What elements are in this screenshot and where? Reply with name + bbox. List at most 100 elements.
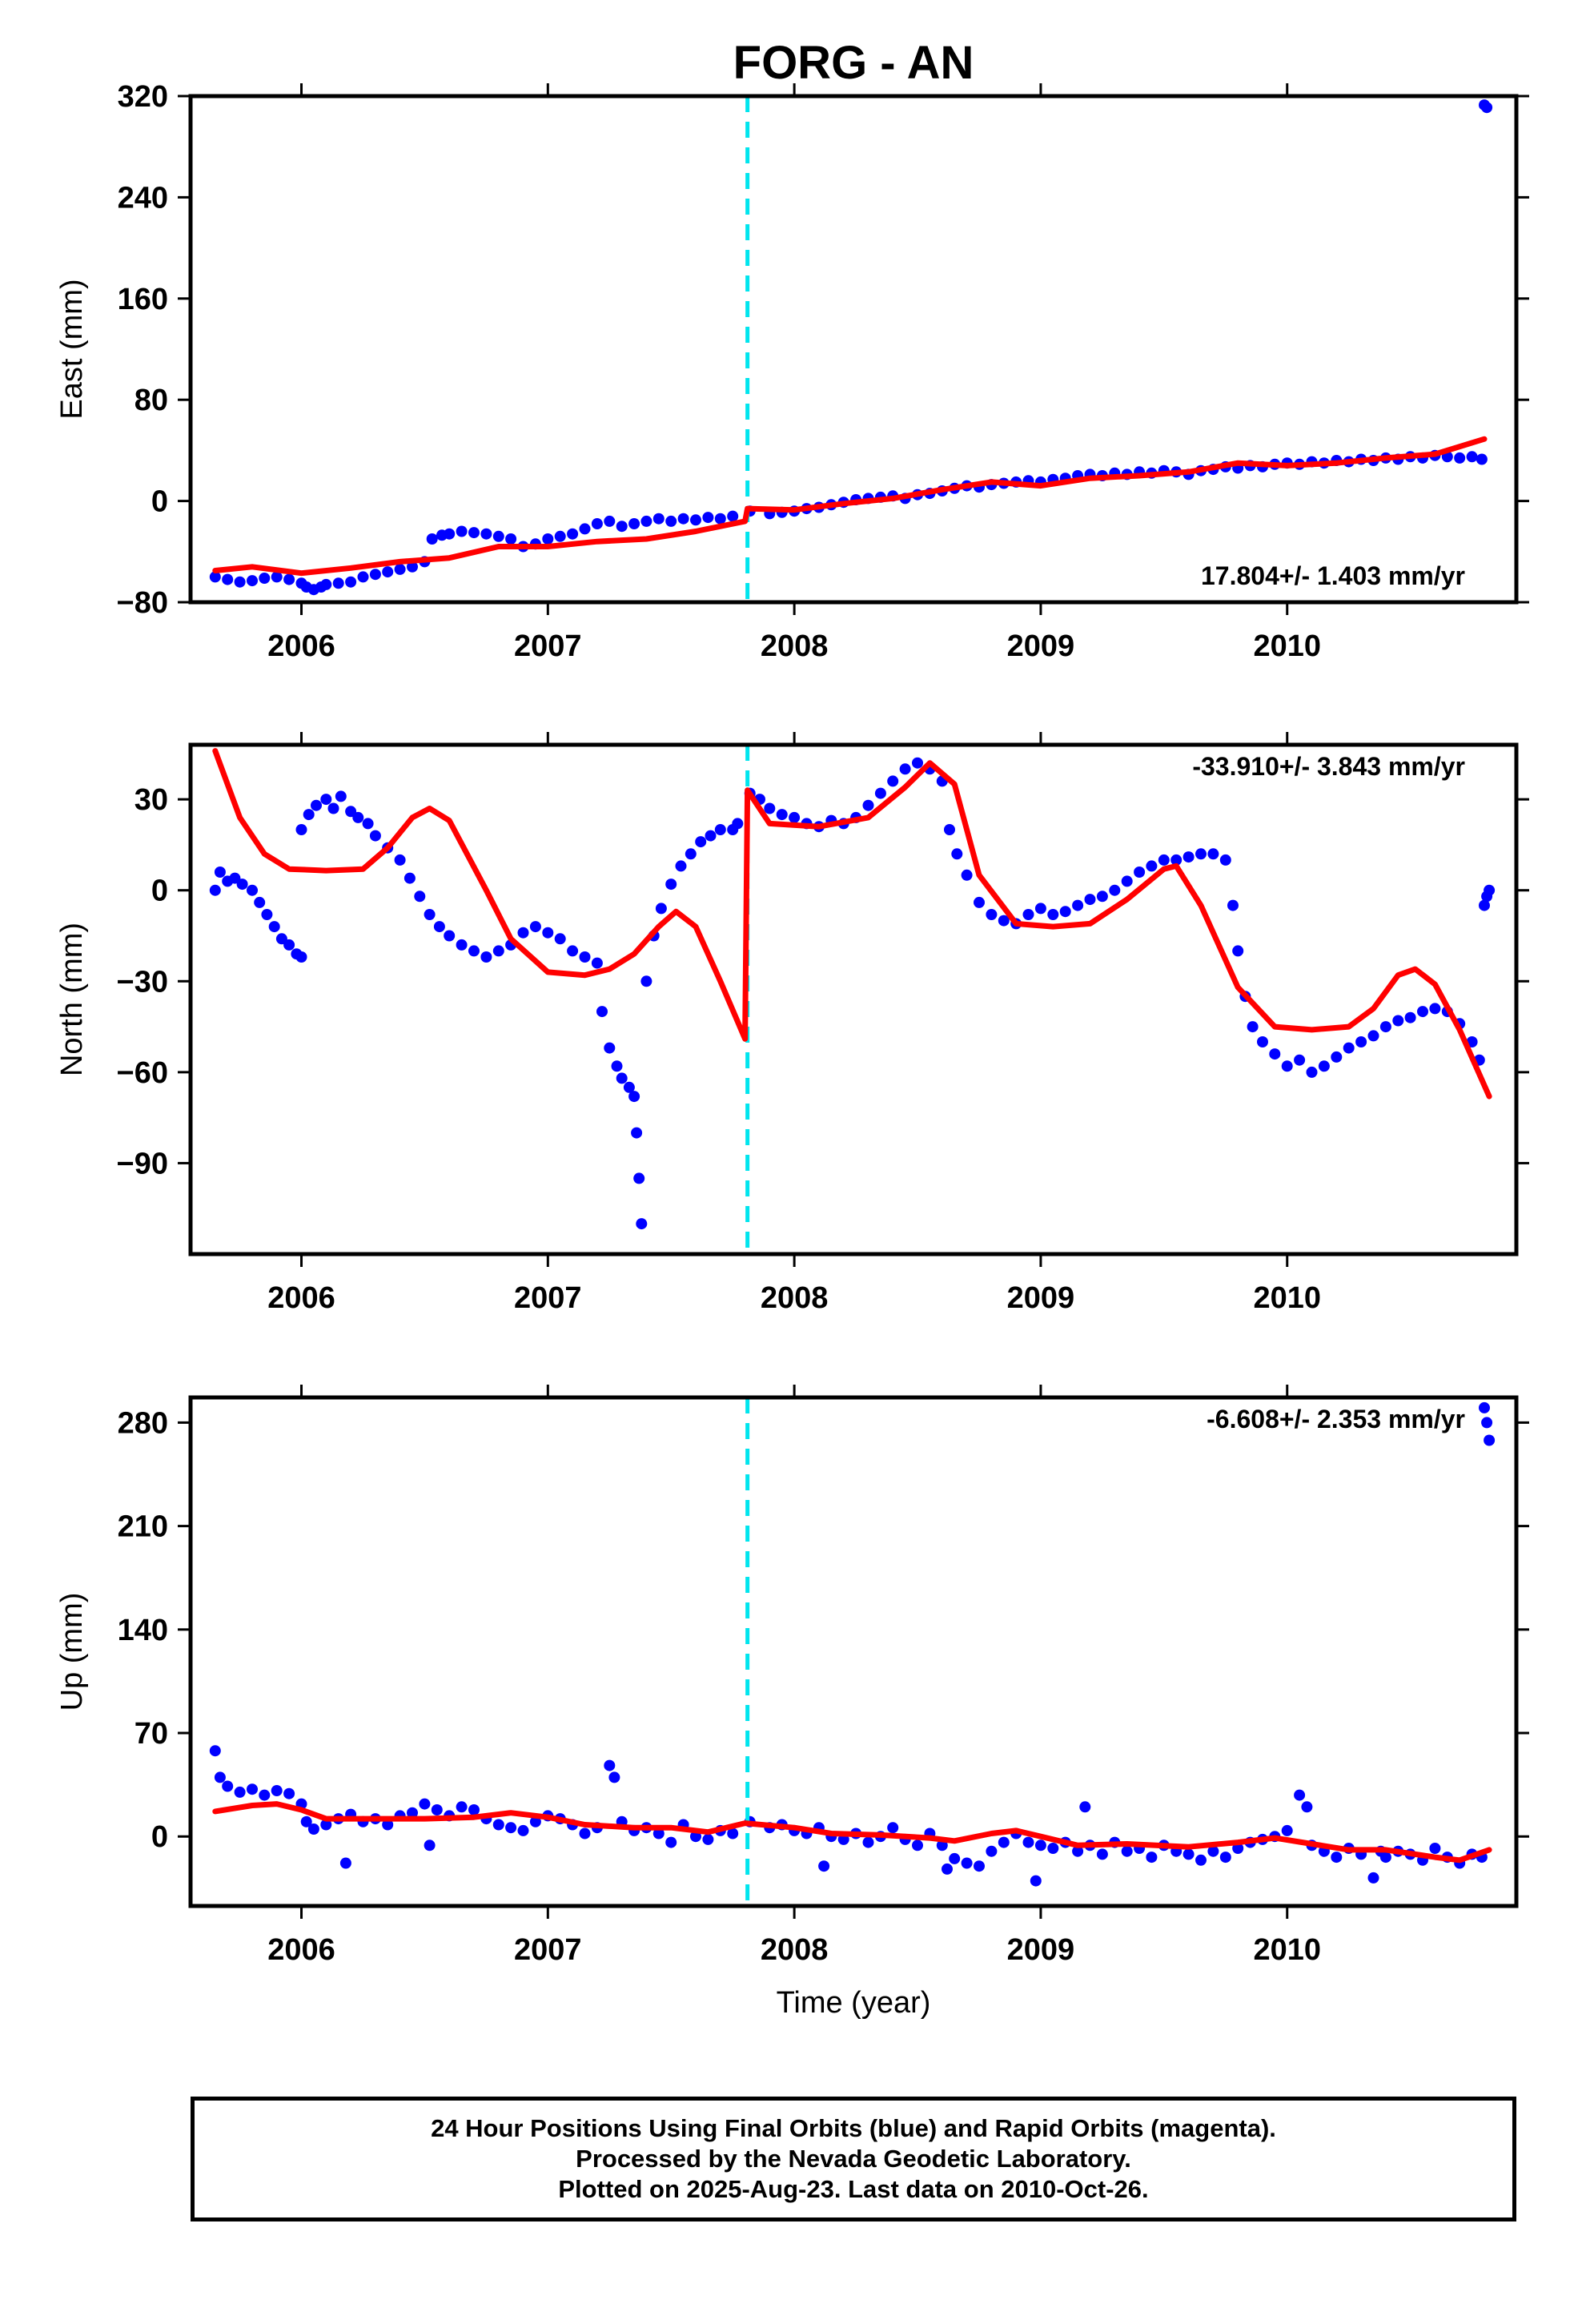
up-x-tick-label: 2007	[514, 1933, 582, 1967]
north-y-tick-label: 0	[151, 875, 168, 908]
north-data-point	[352, 811, 364, 823]
up-data-point	[1079, 1801, 1091, 1813]
up-data-point	[1121, 1845, 1133, 1857]
north-plot-frame	[188, 742, 1519, 1256]
north-data-point	[456, 939, 468, 951]
north-data-point	[764, 802, 776, 814]
east-data-point	[652, 513, 665, 525]
east-data-point	[579, 523, 591, 535]
north-data-point	[912, 757, 923, 769]
east-data-point	[234, 576, 246, 588]
up-data-point	[1479, 1401, 1490, 1413]
north-data-point	[1306, 1066, 1318, 1078]
north-data-point	[1367, 1030, 1379, 1042]
up-y-tick-label: 140	[118, 1614, 168, 1647]
north-data-point	[320, 794, 332, 806]
up-rate-label: -6.608+/- 2.353 mm/yr	[1207, 1405, 1465, 1433]
north-data-point	[1158, 854, 1170, 866]
north-data-point	[695, 836, 707, 848]
north-data-point	[974, 896, 985, 908]
north-data-point	[247, 884, 258, 896]
east-data-point	[640, 515, 652, 527]
north-data-point	[1170, 854, 1182, 866]
up-data-point	[320, 1819, 332, 1831]
east-data-point	[604, 515, 616, 527]
north-y-tick-label: −30	[117, 965, 168, 999]
up-data-point	[431, 1804, 443, 1815]
up-data-point	[912, 1839, 923, 1852]
north-y-tick-label: 30	[135, 783, 168, 817]
up-data-point	[234, 1786, 246, 1798]
north-data-point	[362, 818, 374, 830]
up-y-axis-label: Up (mm)	[55, 1593, 89, 1711]
up-data-point	[1301, 1801, 1313, 1813]
up-x-tick-label: 2006	[267, 1933, 335, 1967]
north-data-point	[1182, 851, 1195, 863]
north-x-tick-label: 2010	[1253, 1281, 1321, 1315]
up-data-point	[1331, 1852, 1343, 1864]
up-data-point	[1207, 1845, 1219, 1857]
up-data-point	[339, 1857, 351, 1869]
up-data-point	[468, 1804, 480, 1815]
up-data-point	[949, 1852, 961, 1864]
up-data-point	[1022, 1836, 1034, 1848]
east-data-point	[677, 513, 689, 525]
north-data-point	[236, 879, 248, 891]
north-x-tick-label: 2009	[1007, 1281, 1075, 1315]
north-data-point	[732, 818, 744, 830]
north-data-point	[1047, 909, 1059, 920]
east-data-layer	[209, 96, 1493, 602]
north-data-point	[1146, 860, 1158, 872]
north-data-point	[1072, 899, 1084, 911]
up-data-point	[608, 1771, 620, 1783]
north-data-point	[579, 951, 591, 963]
north-data-point	[1479, 899, 1490, 911]
east-data-point	[357, 571, 369, 583]
up-data-point	[1281, 1824, 1293, 1836]
east-data-point	[1476, 453, 1488, 465]
north-data-point	[714, 824, 726, 835]
up-y-tick-label: 280	[118, 1406, 168, 1440]
north-data-point	[636, 1218, 648, 1230]
up-data-point	[1034, 1839, 1046, 1852]
north-data-point	[887, 775, 899, 787]
north-data-point	[628, 1091, 640, 1103]
east-data-point	[382, 566, 394, 578]
north-data-point	[631, 1127, 643, 1139]
up-data-point	[986, 1845, 998, 1857]
up-data-point	[407, 1807, 418, 1819]
up-x-tick-label: 2009	[1007, 1933, 1075, 1967]
north-y-tick-label: −60	[117, 1056, 168, 1090]
north-data-point	[404, 872, 416, 884]
east-data-point	[554, 530, 566, 542]
east-data-point	[591, 518, 603, 529]
north-fit-line	[212, 748, 1492, 1100]
chart-title: FORG - AN	[733, 37, 974, 89]
up-plot-frame	[188, 1395, 1519, 1908]
east-data-point	[628, 518, 640, 529]
north-rate-label: -33.910+/- 3.843 mm/yr	[1192, 752, 1465, 781]
east-y-tick-label: 320	[118, 80, 168, 114]
north-data-point	[1257, 1036, 1268, 1047]
north-data-point	[685, 848, 697, 860]
north-data-point	[705, 830, 717, 842]
up-data-point	[1484, 1434, 1496, 1446]
north-data-point	[1417, 1006, 1428, 1018]
north-data-point	[567, 945, 579, 957]
up-data-point	[665, 1836, 677, 1848]
up-data-point	[1182, 1848, 1195, 1860]
north-data-point	[433, 921, 445, 933]
north-data-point	[1096, 891, 1108, 903]
north-data-point	[655, 903, 667, 915]
up-data-point	[456, 1801, 468, 1813]
east-y-tick-label: 240	[118, 181, 168, 215]
north-data-point	[944, 824, 955, 835]
north-x-tick-label: 2008	[761, 1281, 829, 1315]
north-data-point	[468, 945, 480, 957]
up-data-point	[1146, 1852, 1158, 1864]
up-data-point	[942, 1863, 953, 1875]
north-data-point	[1247, 1021, 1259, 1033]
north-data-point	[480, 951, 492, 963]
east-data-point	[222, 573, 234, 585]
